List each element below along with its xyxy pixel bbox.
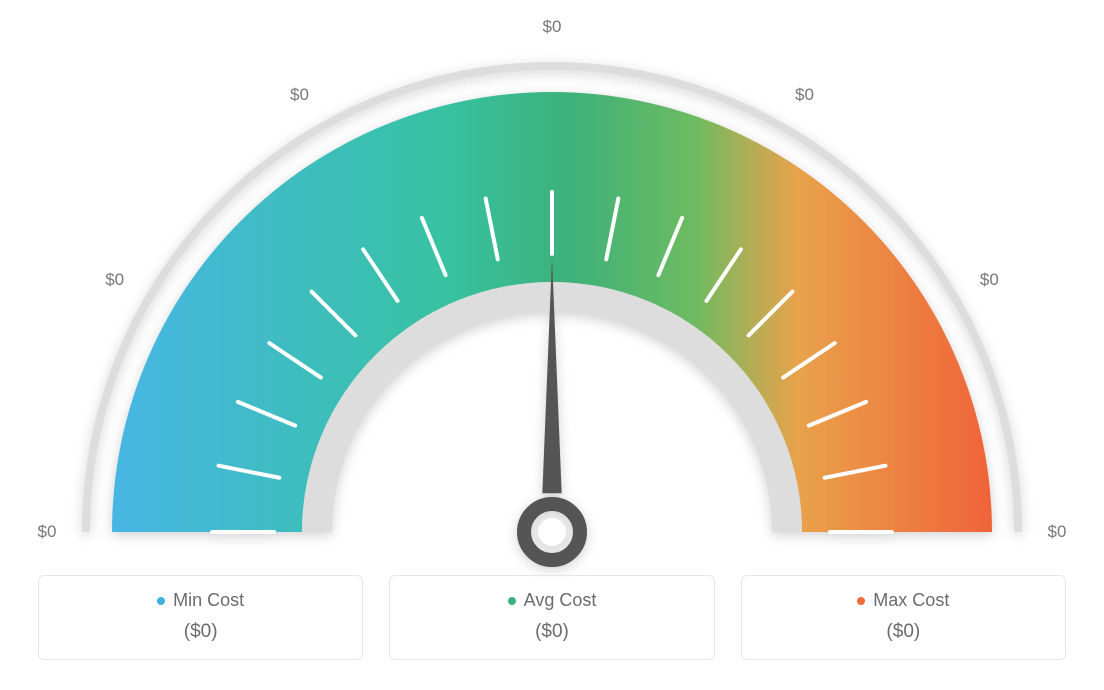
scale-label: $0 — [543, 17, 562, 37]
gauge-container — [0, 0, 1104, 560]
legend-value-max: ($0) — [752, 621, 1055, 643]
legend-title-min: Min Cost — [157, 590, 244, 611]
scale-label: $0 — [1048, 522, 1067, 542]
gauge-chart — [0, 12, 1104, 572]
scale-label: $0 — [795, 85, 814, 105]
legend-card-max: Max Cost ($0) — [741, 575, 1066, 660]
scale-label: $0 — [105, 270, 124, 290]
scale-label: $0 — [980, 270, 999, 290]
legend-row: Min Cost ($0) Avg Cost ($0) Max Cost ($0… — [38, 575, 1066, 660]
dot-icon — [857, 597, 865, 605]
legend-title-max: Max Cost — [857, 590, 949, 611]
scale-label: $0 — [38, 522, 57, 542]
legend-label-max: Max Cost — [873, 590, 949, 611]
legend-value-avg: ($0) — [400, 621, 703, 643]
scale-label: $0 — [290, 85, 309, 105]
dot-icon — [157, 597, 165, 605]
legend-card-min: Min Cost ($0) — [38, 575, 363, 660]
legend-card-avg: Avg Cost ($0) — [389, 575, 714, 660]
legend-value-min: ($0) — [49, 621, 352, 643]
dot-icon — [508, 597, 516, 605]
legend-label-avg: Avg Cost — [524, 590, 597, 611]
legend-title-avg: Avg Cost — [508, 590, 597, 611]
legend-label-min: Min Cost — [173, 590, 244, 611]
